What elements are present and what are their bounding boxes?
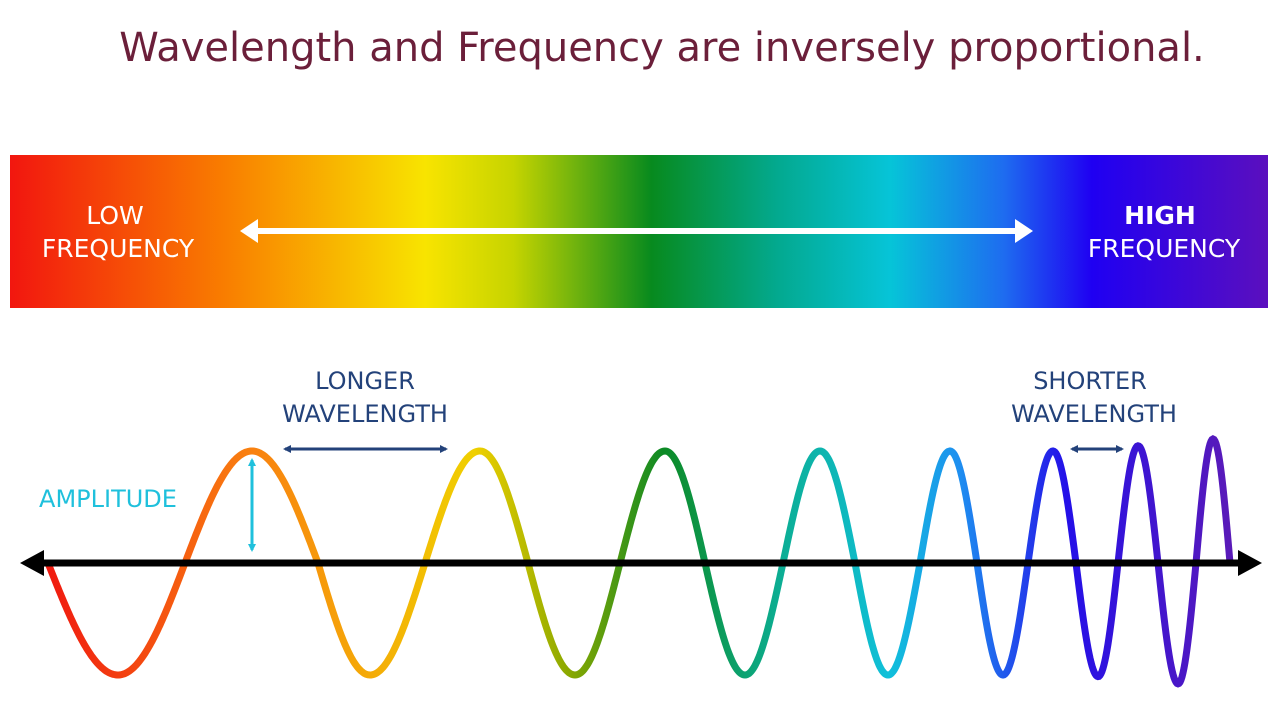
amplitude-label: AMPLITUDE <box>39 485 177 513</box>
arrow-head <box>20 550 44 576</box>
low-label: FREQUENCY <box>42 234 195 263</box>
shorter-label: SHORTER <box>1033 367 1147 395</box>
arrow-head <box>1015 219 1033 243</box>
title: Wavelength and Frequency are inversely p… <box>119 25 1205 71</box>
shorter-label: WAVELENGTH <box>1011 400 1177 428</box>
arrow-head <box>1238 550 1262 576</box>
high-label: FREQUENCY <box>1088 234 1241 263</box>
arrow-head <box>240 219 258 243</box>
wave <box>44 435 1234 688</box>
longer-label: WAVELENGTH <box>282 400 448 428</box>
longer-label: LONGER <box>315 367 415 395</box>
low-label: LOW <box>86 201 143 230</box>
high-label: HIGH <box>1124 201 1196 230</box>
